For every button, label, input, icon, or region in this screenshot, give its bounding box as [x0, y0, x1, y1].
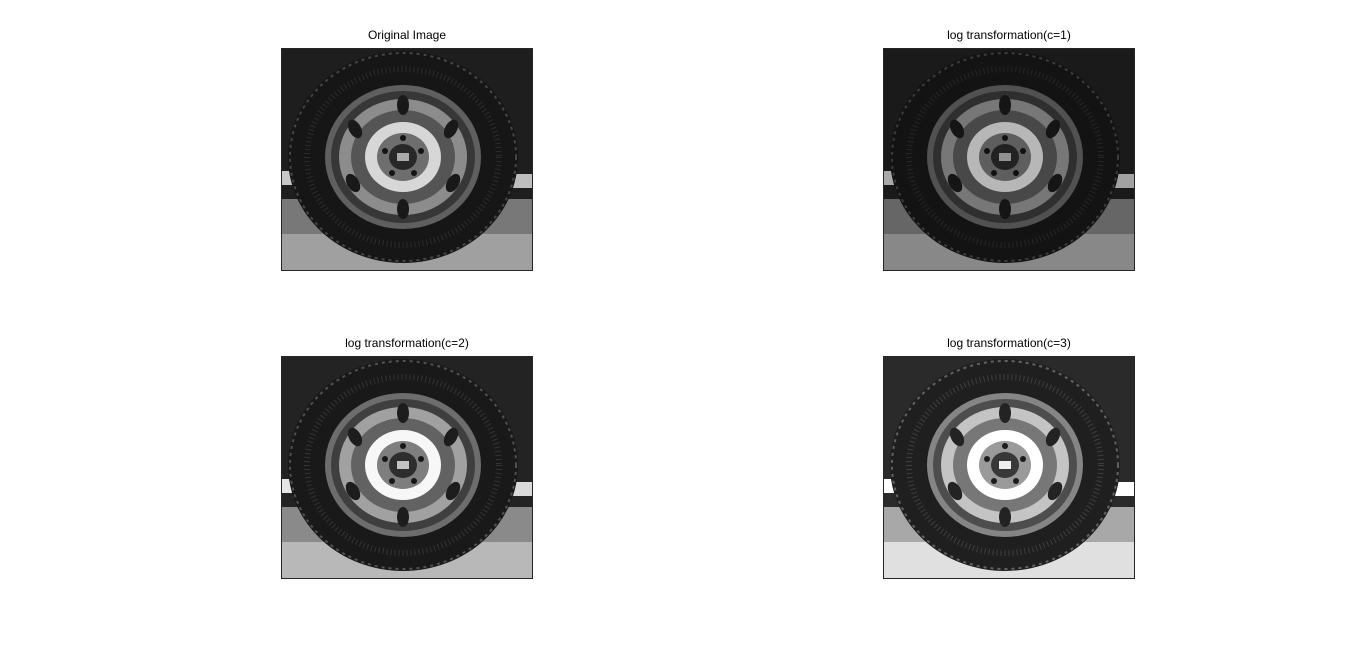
tire-image: [883, 48, 1135, 271]
tire-picture: [282, 357, 532, 578]
panel-title: log transformation(c=2): [345, 336, 469, 350]
panel-title: log transformation(c=1): [947, 28, 1071, 42]
tire-image: [281, 356, 533, 579]
tire-picture: [282, 49, 532, 270]
panel-title: log transformation(c=3): [947, 336, 1071, 350]
tire-picture: [884, 49, 1134, 270]
tire-image: [281, 48, 533, 271]
tire-picture: [884, 357, 1134, 578]
panel-title: Original Image: [367, 28, 447, 42]
tire-image: [883, 356, 1135, 579]
